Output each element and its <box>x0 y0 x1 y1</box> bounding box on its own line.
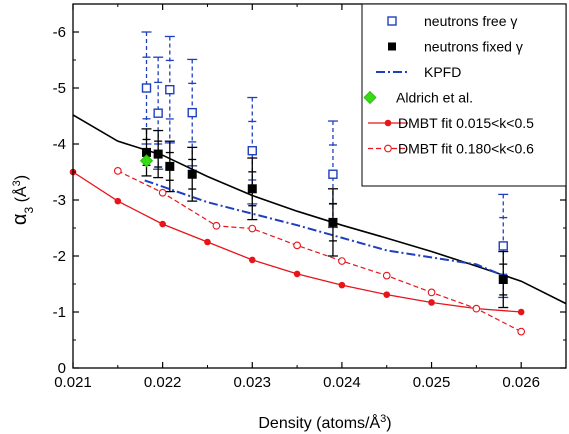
dmbt-fit-2-line <box>117 170 522 333</box>
free-gamma-point-3 <box>187 107 197 118</box>
dmbt-fit-1-point-2 <box>159 220 166 228</box>
dmbt-fit-1-point-4 <box>248 256 256 264</box>
free-gamma-point-4 <box>247 146 257 156</box>
kpfd-line <box>144 179 504 277</box>
dmbt-fit-2-point-7 <box>427 288 436 297</box>
legend-label-1: neutrons fixed γ <box>424 39 523 55</box>
y-tick-label-3: -3 <box>53 192 66 209</box>
dmbt-fit-1-point-10 <box>517 308 525 316</box>
free-gamma-errorbar-3 <box>187 58 198 167</box>
free-gamma-point-5 <box>328 169 338 179</box>
legend-symbol-free-gamma <box>387 16 397 26</box>
y-tick-label-1: -1 <box>53 304 66 321</box>
dmbt-fit-1-point-6 <box>338 281 346 289</box>
fixed-gamma-point-6 <box>498 275 508 285</box>
free-gamma-point-2 <box>165 84 175 95</box>
fixed-gamma-point-5 <box>328 217 338 227</box>
legend-entry-3: Aldrich et al. <box>363 90 473 106</box>
dmbt-fit-2-point-8 <box>472 304 481 313</box>
y-axis-title: α3 (Å3) <box>9 175 36 225</box>
fixed-gamma-point-3 <box>187 169 197 179</box>
x-tick-label-1: 0.022 <box>144 374 182 391</box>
dmbt-fit-2-point-2 <box>212 221 221 230</box>
fixed-gamma-errorbar-1 <box>153 129 164 179</box>
x-tick-label-0: 0.021 <box>54 374 92 391</box>
dmbt-fit-2-point-9 <box>517 327 526 336</box>
legend-box <box>361 3 567 187</box>
legend-label-5: DMBT fit 0.180<k<0.6 <box>398 141 534 157</box>
legend-entry-1: neutrons fixed γ <box>388 39 523 55</box>
legend-label-3: Aldrich et al. <box>396 90 473 106</box>
x-tick-label-3: 0.024 <box>323 374 361 391</box>
legend-entry-5: DMBT fit 0.180<k<0.6 <box>368 141 534 157</box>
fixed-gamma-point-4 <box>247 184 257 194</box>
y-tick-label-6: -6 <box>53 24 66 41</box>
free-gamma-point-1 <box>153 108 163 118</box>
y-tick-label-5: -5 <box>53 80 66 97</box>
x-tick-label-2: 0.023 <box>233 374 271 391</box>
dmbt-fit-2-point-4 <box>293 241 301 250</box>
fixed-gamma-point-1 <box>153 149 163 159</box>
dmbt-fit-2-point-3 <box>248 224 257 233</box>
legend-symbol-dmbt-1-point <box>384 119 392 127</box>
y-tick-label-4: -4 <box>53 136 66 153</box>
x-tick-label-4: 0.025 <box>413 374 451 391</box>
legend-entry-2: KPFD <box>376 64 461 80</box>
legend-label-0: neutrons free γ <box>424 13 517 29</box>
x-tick-label-5: 0.026 <box>502 374 540 391</box>
y-tick-label-2: -2 <box>53 248 66 265</box>
dmbt-fit-1-point-5 <box>293 270 301 278</box>
y-tick-label-0: 0 <box>58 360 66 377</box>
legend-entry-0: neutrons free γ <box>387 13 517 29</box>
dmbt-fit-1-point-8 <box>428 299 435 306</box>
fixed-gamma-point-2 <box>165 161 175 171</box>
dmbt-fit-2-point-0 <box>113 167 122 175</box>
dmbt-fit-2-point-5 <box>338 257 346 265</box>
aldrich-point-0 <box>139 154 154 168</box>
legend-entry-4: DMBT fit 0.015<k<0.5 <box>368 115 534 131</box>
dmbt-fit-2-point-6 <box>382 271 391 280</box>
markers-group <box>69 31 526 336</box>
dmbt-fit-1-point-7 <box>383 291 391 298</box>
x-axis-title: Density (atoms/Å3) <box>258 413 391 432</box>
dmbt-fit-2-point-1 <box>158 188 167 197</box>
dmbt-fit-1-point-1 <box>114 197 122 205</box>
dmbt-fit-1-point-3 <box>204 238 211 246</box>
legend-symbol-aldrich <box>363 90 377 105</box>
legend: neutrons free γ neutrons fixed γ KPFD Aldri… <box>361 3 567 187</box>
legend-symbol-fixed-gamma <box>388 42 396 51</box>
legend-label-2: KPFD <box>424 64 461 80</box>
legend-symbol-dmbt-2-point <box>384 144 392 153</box>
free-gamma-point-6 <box>498 241 508 251</box>
legend-label-4: DMBT fit 0.015<k<0.5 <box>398 115 534 131</box>
free-gamma-point-0 <box>141 83 152 93</box>
